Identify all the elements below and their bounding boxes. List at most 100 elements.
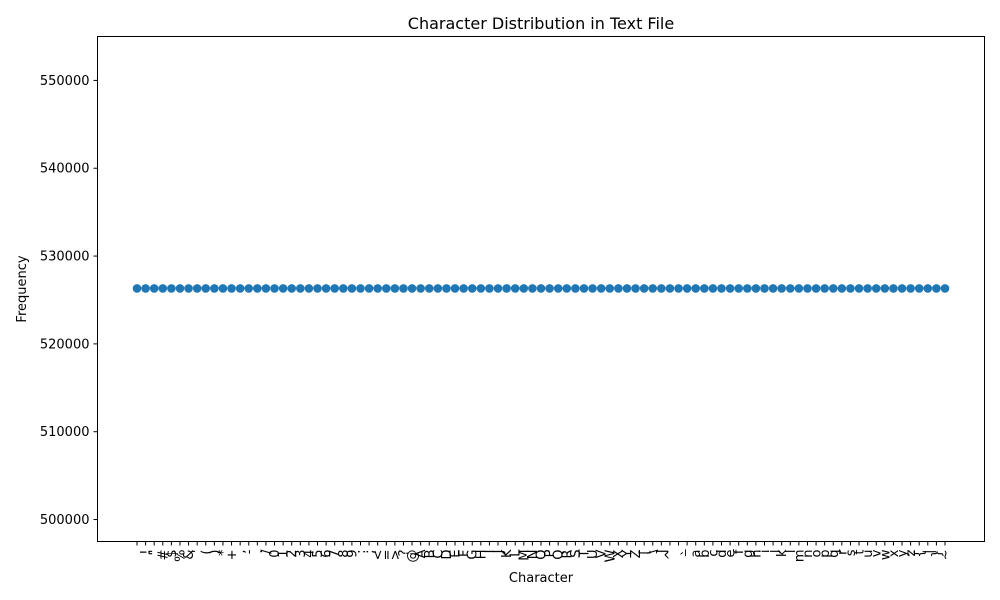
x-tick-label: W <box>603 549 618 562</box>
chart-title: Character Distribution in Text File <box>408 14 674 33</box>
data-point <box>717 284 726 293</box>
data-point <box>760 284 769 293</box>
x-tick-label: G <box>466 550 481 560</box>
x-tick-label: . <box>251 550 266 554</box>
x-tick-label: u <box>861 550 876 558</box>
data-point <box>639 284 649 293</box>
x-tick-label: j <box>767 550 782 555</box>
x-tick-label: ` <box>681 550 696 557</box>
x-tick-label: B <box>423 550 438 559</box>
data-point <box>287 284 297 293</box>
data-point <box>871 284 881 293</box>
data-point <box>381 284 391 293</box>
data-point <box>528 284 537 293</box>
data-point <box>674 284 683 293</box>
x-tick-label: x <box>887 549 902 557</box>
x-tick-label: ~ <box>939 550 954 561</box>
x-tick-label: I <box>483 550 498 554</box>
data-point <box>828 284 838 293</box>
data-point <box>373 284 382 293</box>
data-point <box>545 284 554 293</box>
data-point <box>768 284 778 293</box>
x-tick-label: ] <box>655 550 670 555</box>
x-tick-label: f <box>732 549 747 554</box>
x-tick-label: l <box>784 550 799 554</box>
data-point <box>665 284 675 293</box>
data-point <box>210 284 219 293</box>
data-point <box>244 284 254 293</box>
x-tick-label: ! <box>139 550 154 555</box>
x-tick-label: e <box>724 550 739 558</box>
data-point <box>725 284 735 293</box>
x-tick-label: _ <box>672 549 687 557</box>
data-point <box>605 284 615 293</box>
data-point <box>614 284 623 293</box>
y-axis-label: Frequency <box>15 255 30 322</box>
x-tick-label: k <box>775 549 790 557</box>
x-tick-label: 8 <box>337 550 352 558</box>
data-point <box>450 284 460 293</box>
data-point <box>485 284 494 293</box>
x-tick-label: | <box>921 550 936 554</box>
data-points <box>132 284 950 293</box>
x-tick-label: @ <box>406 550 421 563</box>
x-tick-label: ? <box>397 550 412 557</box>
data-point <box>846 284 855 293</box>
data-point <box>657 284 666 293</box>
x-tick-label: a <box>689 550 704 558</box>
data-point <box>347 284 357 293</box>
data-point <box>270 284 279 293</box>
x-tick-label: ) <box>208 550 223 555</box>
x-tick-label: M <box>517 550 532 561</box>
data-point <box>691 284 701 293</box>
x-tick-label: g <box>741 550 756 558</box>
data-point <box>416 284 425 293</box>
data-point <box>863 284 872 293</box>
data-point <box>493 284 503 293</box>
data-point <box>227 284 236 293</box>
data-point <box>571 284 580 293</box>
data-point <box>175 284 185 293</box>
data-point <box>218 284 228 293</box>
data-point <box>235 284 245 293</box>
data-point <box>364 284 374 293</box>
x-tick-label: q <box>827 550 842 558</box>
data-point <box>467 284 477 293</box>
x-tick-label: 0 <box>268 550 283 558</box>
x-tick-label: T <box>577 549 592 558</box>
x-tick-label: h <box>749 550 764 558</box>
data-point <box>837 284 847 293</box>
data-point <box>278 284 288 293</box>
x-tick-label: [ <box>638 550 653 555</box>
x-axis: !"#$%&'()*+,-./0123456789:;<=>?@ABCDEFGH… <box>136 541 954 563</box>
data-point <box>510 284 520 293</box>
data-point <box>889 284 898 293</box>
data-point <box>820 284 829 293</box>
data-point <box>854 284 864 293</box>
x-tick-label: { <box>913 550 928 558</box>
data-point <box>201 284 211 293</box>
data-point <box>407 284 417 293</box>
data-point <box>184 284 193 293</box>
x-tick-label: " <box>148 550 163 556</box>
x-tick-label: C <box>431 550 446 559</box>
data-point <box>399 284 408 293</box>
x-tick-label: 5 <box>311 550 326 558</box>
x-tick-label: 3 <box>294 550 309 558</box>
data-point <box>794 284 804 293</box>
x-tick-label: 4 <box>302 550 317 558</box>
y-tick-label: 500000 <box>40 513 90 528</box>
x-tick-label: E <box>449 550 464 558</box>
x-tick-label: Z <box>629 549 644 558</box>
x-tick-label: H <box>474 550 489 560</box>
data-point <box>433 284 443 293</box>
data-point <box>897 284 907 293</box>
data-point <box>700 284 709 293</box>
data-point <box>803 284 812 293</box>
x-tick-label: 2 <box>285 550 300 558</box>
x-tick-label: 1 <box>277 550 292 558</box>
data-point <box>442 284 451 293</box>
data-point <box>338 284 348 293</box>
